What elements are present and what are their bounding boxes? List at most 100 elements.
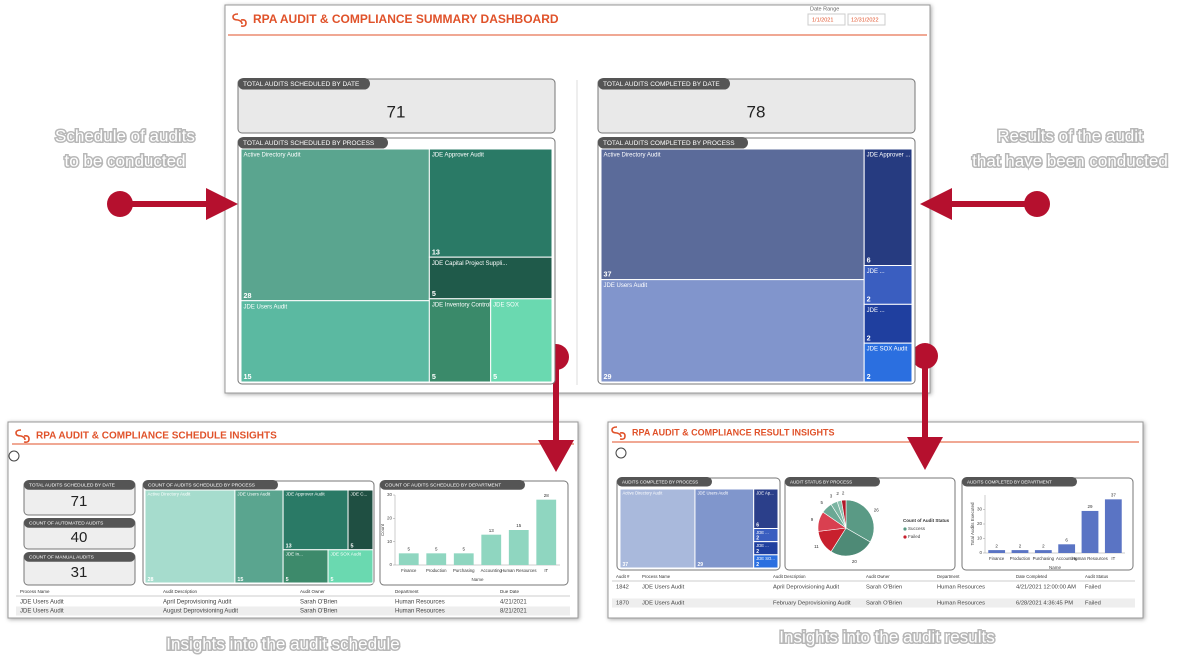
tile-label: Active Directory Audit bbox=[148, 492, 192, 497]
tile-value: 5 bbox=[432, 372, 436, 381]
tile-value: 2 bbox=[756, 549, 759, 555]
column-header: Audit # bbox=[616, 574, 630, 579]
cell: February Deprovisioning Audit bbox=[773, 601, 851, 607]
panel-header bbox=[598, 78, 730, 90]
tile-value: 2 bbox=[867, 333, 871, 342]
tile-label: JDE Users Audit bbox=[604, 283, 648, 289]
treemap-tile bbox=[240, 300, 430, 383]
tile-value: 5 bbox=[286, 577, 289, 583]
kpi-value: 31 bbox=[71, 564, 88, 581]
panel-title: TOTAL AUDITS SCHEDULED BY DATE bbox=[29, 483, 115, 489]
treemap-tile bbox=[619, 488, 696, 569]
x-tick-label: Production bbox=[1010, 556, 1031, 561]
tile-label: JDE C... bbox=[351, 492, 368, 497]
legend-label: Failed bbox=[908, 534, 921, 539]
tile-value: 37 bbox=[604, 270, 612, 279]
tile-label: Active Directory Audit bbox=[623, 490, 664, 495]
data-label: 6 bbox=[1065, 537, 1068, 542]
panel-header bbox=[24, 552, 135, 562]
column-header: Process Name bbox=[642, 574, 671, 579]
kpi-value: 71 bbox=[387, 102, 406, 121]
tile-label: Active Directory Audit bbox=[604, 153, 661, 159]
treemap-tile bbox=[282, 549, 329, 584]
treemap-tile bbox=[600, 148, 865, 281]
panel-title: TOTAL AUDITS COMPLETED BY DATE bbox=[603, 81, 720, 88]
tile-value: 37 bbox=[623, 562, 629, 568]
column-header: Process Name bbox=[20, 589, 50, 594]
tile-label: JDE Approver ... bbox=[867, 153, 911, 159]
treemap-tile bbox=[240, 148, 430, 302]
row-band bbox=[612, 598, 1135, 608]
date-range-label: Date Range bbox=[810, 6, 839, 12]
cell: JDE Users Audit bbox=[642, 585, 685, 591]
arrow-head bbox=[538, 440, 574, 472]
bar bbox=[1104, 499, 1122, 553]
legend-swatch bbox=[903, 527, 907, 531]
tile-label: JDE SOX Audit bbox=[867, 347, 908, 353]
legend-label: Success bbox=[908, 526, 926, 531]
slice-label: 2 bbox=[842, 490, 845, 495]
panel-header bbox=[617, 477, 712, 487]
y-tick-label: 0 bbox=[979, 550, 982, 555]
bar bbox=[426, 553, 447, 565]
tile-value: 5 bbox=[331, 577, 334, 583]
tile-label: JDE SOX bbox=[493, 302, 519, 308]
bar bbox=[481, 534, 502, 565]
date-input[interactable] bbox=[847, 13, 886, 26]
x-tick-label: Finance bbox=[401, 568, 417, 573]
bar bbox=[1011, 550, 1029, 553]
annotation: Schedule of audits bbox=[55, 126, 195, 145]
slice-label: 26 bbox=[874, 508, 880, 513]
cell: Failed bbox=[1085, 585, 1101, 591]
bar bbox=[1081, 510, 1099, 553]
panel-title: AUDIT STATUS BY PROCESS bbox=[790, 479, 852, 484]
date-input[interactable] bbox=[807, 13, 846, 26]
y-axis-label: Total Audits Executed bbox=[970, 502, 975, 546]
tile-label: JDE ... bbox=[756, 543, 769, 548]
panel-title: AUDITS COMPLETED BY PROCESS bbox=[622, 479, 698, 484]
back-button[interactable] bbox=[8, 450, 20, 462]
pie-slice bbox=[830, 527, 871, 557]
tile-label: JDE Capital Project Suppli... bbox=[432, 261, 508, 267]
tile-label: JDE ... bbox=[867, 308, 885, 314]
cell: JDE Users Audit bbox=[20, 609, 64, 615]
annotation: Results of the audit bbox=[997, 126, 1143, 145]
tile-label: JDE In... bbox=[286, 551, 303, 556]
tile-value: 2 bbox=[867, 294, 871, 303]
tile-value: 5 bbox=[351, 544, 354, 550]
y-tick-label: 30 bbox=[387, 492, 393, 497]
data-label: 28 bbox=[544, 493, 550, 498]
cell: 1870 bbox=[616, 601, 629, 607]
tile-value: 28 bbox=[148, 577, 154, 583]
cell: Sarah O'Brien bbox=[866, 601, 902, 607]
x-tick-label: Accounting bbox=[1056, 556, 1078, 561]
cell: JDE Users Audit bbox=[20, 600, 64, 606]
data-label: 5 bbox=[462, 547, 465, 552]
column-header: Audit Description bbox=[773, 574, 806, 579]
column-header: Audit Owner bbox=[300, 589, 325, 594]
panel-title: TOTAL AUDITS COMPLETED BY PROCESS bbox=[603, 140, 735, 147]
annotation: Insights into the audit schedule bbox=[166, 634, 399, 653]
column-header: Department bbox=[937, 574, 960, 579]
cell: Sarah O'Brien bbox=[300, 600, 338, 606]
cell: Sarah O'Brien bbox=[300, 609, 338, 615]
data-label: 2 bbox=[1042, 543, 1045, 548]
y-axis-label: Count bbox=[380, 523, 385, 536]
treemap-tile bbox=[863, 303, 913, 344]
y-tick-label: 30 bbox=[977, 507, 983, 512]
panel-header bbox=[598, 137, 748, 149]
arrows bbox=[107, 188, 1050, 472]
x-tick-label: Finance bbox=[989, 556, 1005, 561]
data-label: 15 bbox=[516, 523, 522, 528]
back-button[interactable] bbox=[615, 447, 627, 459]
panel-title: AUDITS COMPLETED BY DEPARTMENT bbox=[967, 479, 1052, 484]
column-header: Audit Owner bbox=[866, 574, 890, 579]
column-header: Due Date bbox=[500, 589, 520, 594]
treemap-tile bbox=[863, 342, 913, 383]
treemap-tile bbox=[327, 549, 374, 584]
pie-slice bbox=[841, 499, 847, 529]
x-tick-label: Purchasing bbox=[453, 568, 475, 573]
data-label: 37 bbox=[1111, 493, 1117, 498]
tile-label: JDE Users Audit bbox=[237, 492, 271, 497]
